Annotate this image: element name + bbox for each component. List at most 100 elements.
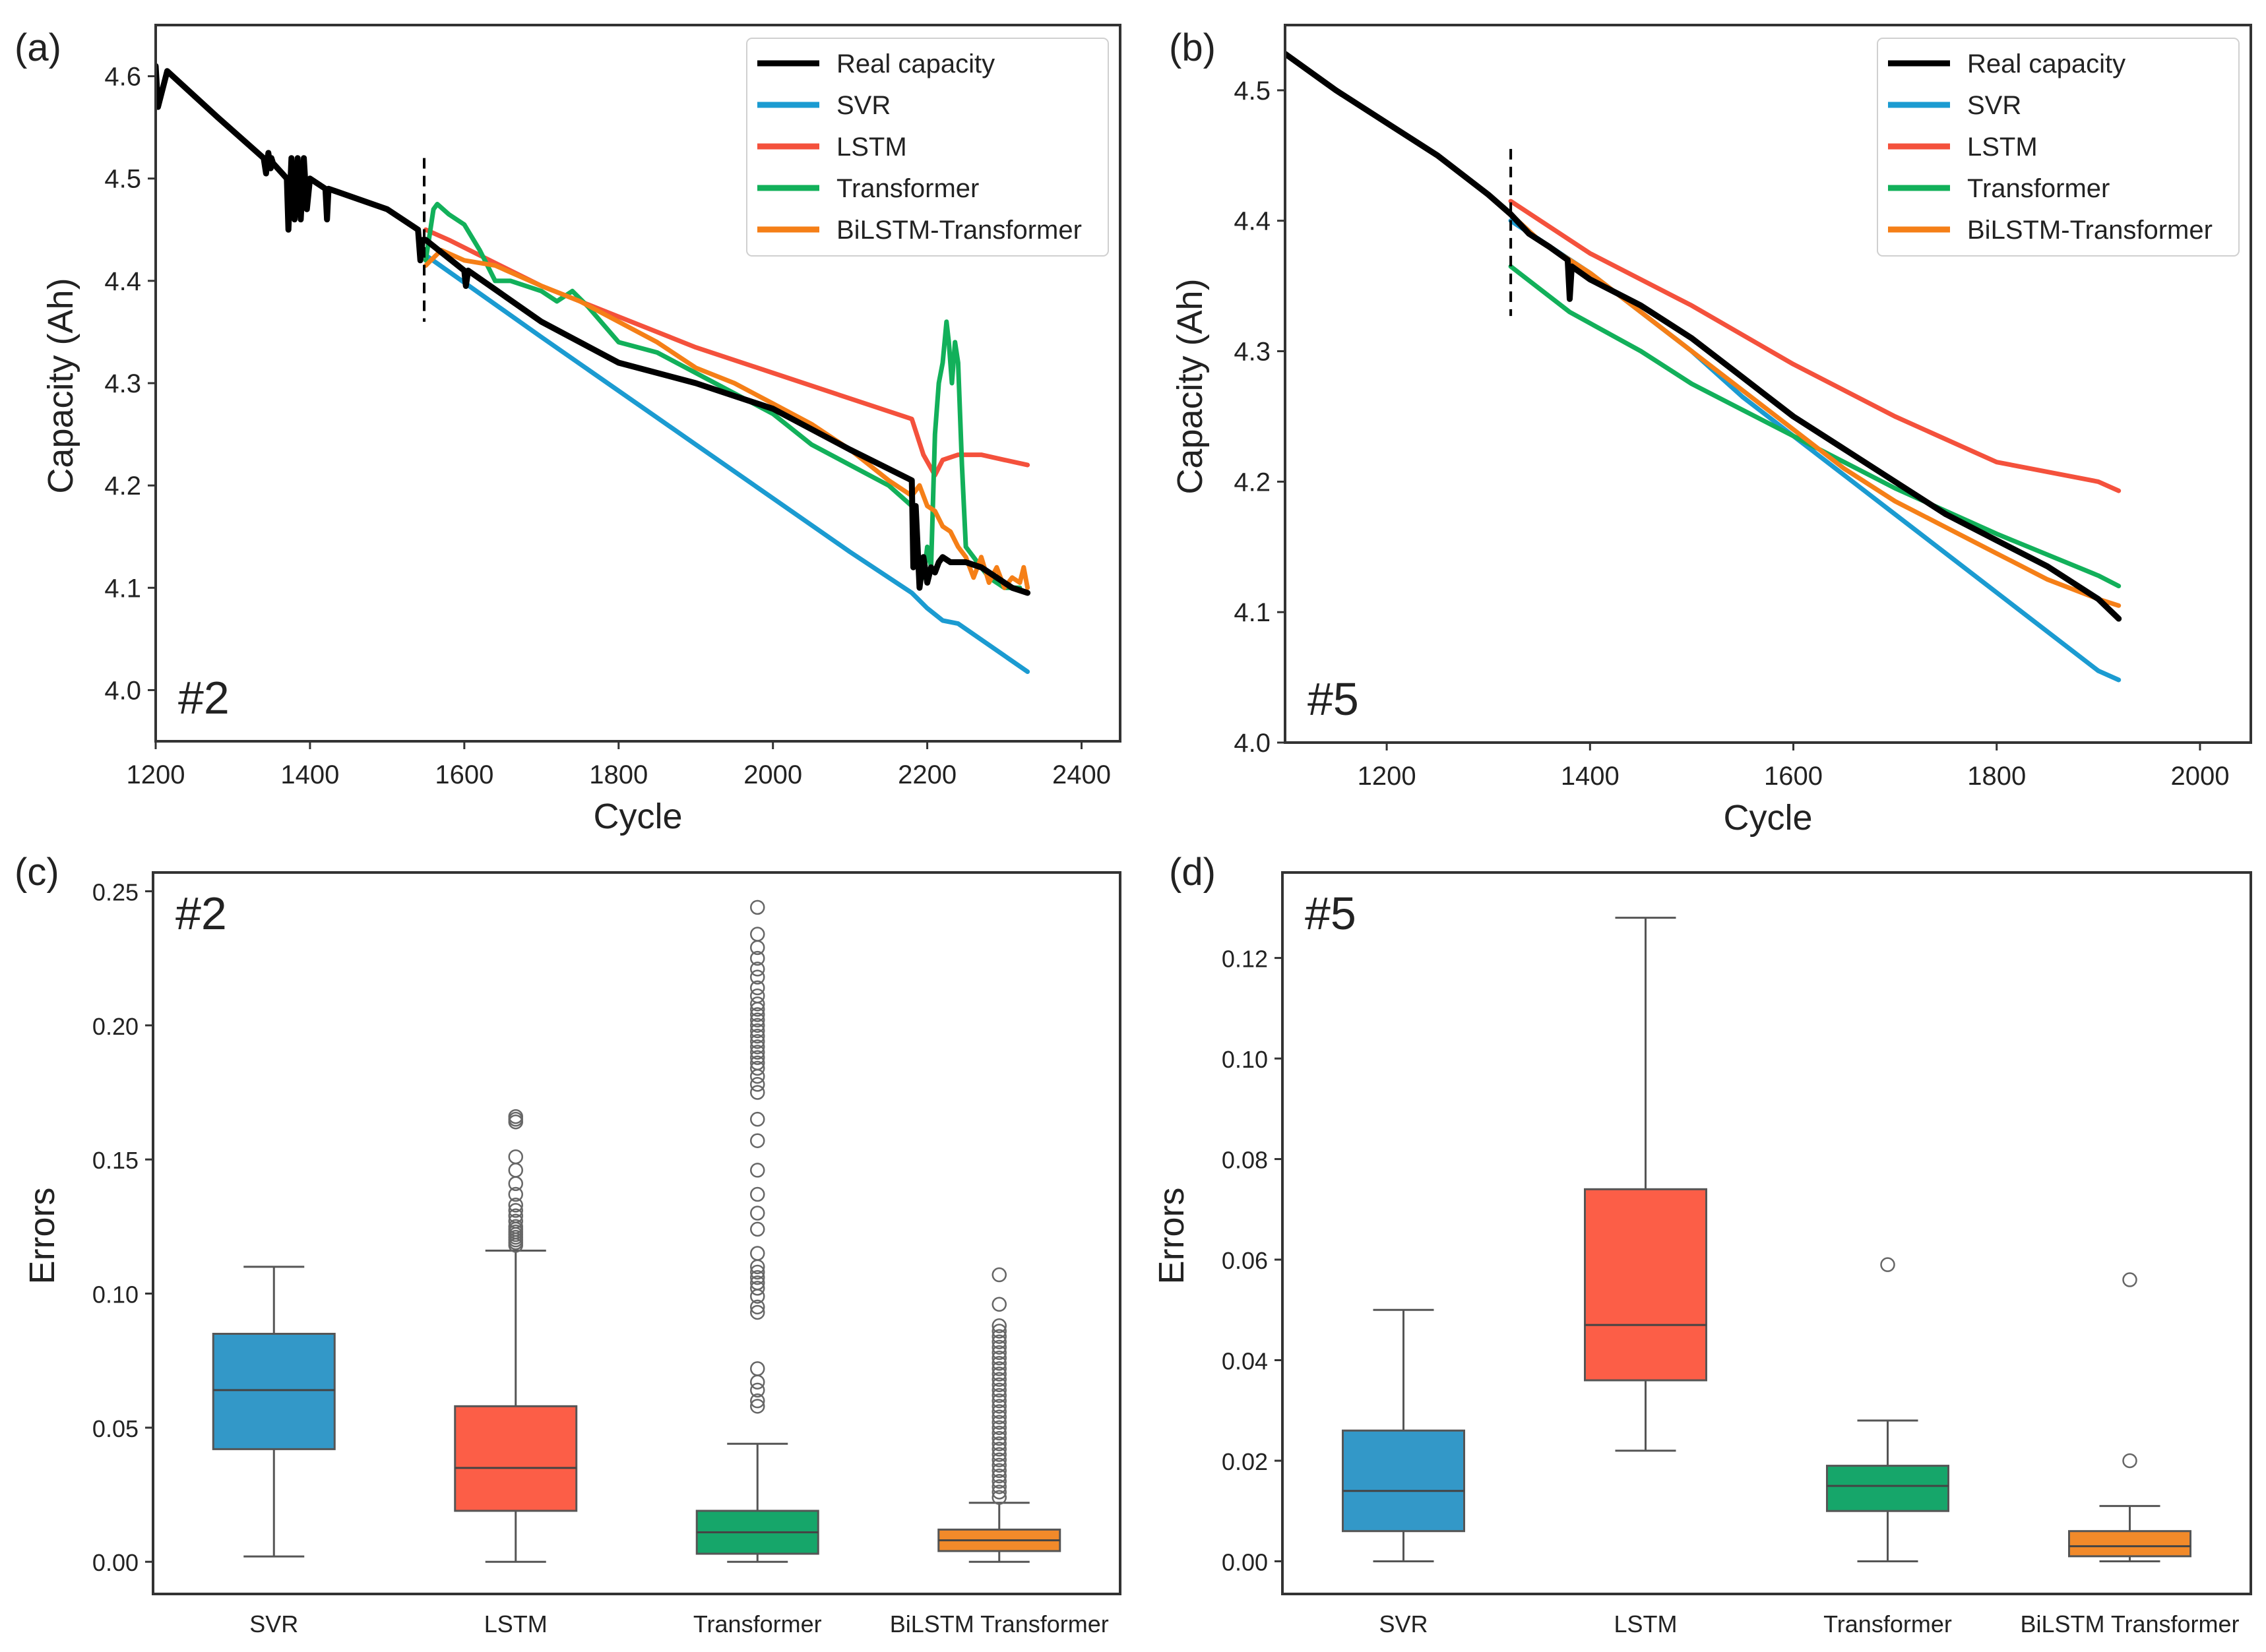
outlier-c-2-33 xyxy=(750,1007,765,1022)
series-line-b-bilstm xyxy=(1508,212,2122,608)
y-tick-label-b-2: 4.2 xyxy=(1234,468,1271,497)
y-tick-label-c-5: 0.25 xyxy=(92,878,139,905)
outlier-c-2-39 xyxy=(750,962,765,977)
outlier-c-3-7 xyxy=(991,1452,1007,1467)
y-tick-label-d-1: 0.02 xyxy=(1222,1448,1268,1475)
outlier-c-2-35 xyxy=(750,996,765,1012)
series-line-a-svr xyxy=(423,253,1030,674)
y-tick-label-c-2: 0.10 xyxy=(92,1281,139,1308)
box-c-2 xyxy=(695,900,819,1563)
outlier-c-3-25 xyxy=(991,1355,1007,1371)
y-tick-label-c-4: 0.20 xyxy=(92,1013,139,1040)
y-tick-label-a-3: 4.3 xyxy=(104,369,141,398)
legend-frame-b xyxy=(1877,38,2240,257)
outlier-c-2-1 xyxy=(750,1393,765,1409)
y-tick-label-d-5: 0.10 xyxy=(1222,1046,1268,1073)
y-axis-label-c: Errors xyxy=(22,1188,62,1285)
legend-label-a-svr: SVR xyxy=(836,91,891,120)
plot-frame-c xyxy=(152,871,1121,1595)
box-c-1 xyxy=(454,1109,578,1563)
panel-c: (c) 0.00 0.05 0.10 0.15 0.20 0.25 Errors SVR LST… xyxy=(15,851,1121,1637)
y-tick-label-d-6: 0.12 xyxy=(1222,946,1268,973)
y-tick-label-d-3: 0.06 xyxy=(1222,1247,1268,1274)
x-axis-label-b: Cycle xyxy=(1723,798,1812,838)
outlier-c-2-32 xyxy=(750,1012,765,1027)
x-tick-label-a-3: 1800 xyxy=(589,760,648,789)
panel-label-d: (d) xyxy=(1169,851,1216,894)
box-iqr-d-2 xyxy=(1826,1465,1949,1512)
outlier-c-2-24 xyxy=(750,1055,765,1071)
series-line-a-bilstm xyxy=(423,247,1030,590)
x-tick-label-a-2: 1600 xyxy=(435,760,493,789)
legend-label-a-real: Real capacity xyxy=(836,49,995,78)
y-axis-label-d: Errors xyxy=(1152,1188,1191,1285)
x-tick-label-b-1: 1400 xyxy=(1561,762,1620,791)
legend-label-a-bilstm: BiLSTM-Transformer xyxy=(836,216,1082,245)
outlier-c-3-19 xyxy=(991,1388,1007,1403)
cell-label-a: #2 xyxy=(178,672,230,723)
panel-d: (d) 0.00 0.02 0.04 0.06 0.08 0.10 0.12 Errors SV… xyxy=(1152,851,2252,1637)
outlier-c-2-27 xyxy=(750,1039,765,1055)
cell-label-c: #2 xyxy=(175,888,227,939)
outlier-c-3-20 xyxy=(991,1382,1007,1398)
panel-a: (a) 4.0 4.1 4.2 4.3 4.4 4.5 4.6 Capacity (Ah) 12… xyxy=(15,24,1121,836)
outlier-c-3-28 xyxy=(991,1339,1007,1355)
outlier-c-2-26 xyxy=(750,1045,765,1060)
y-tick-label-b-1: 4.1 xyxy=(1234,598,1271,627)
outlier-c-2-38 xyxy=(750,969,765,985)
outlier-c-3-33 xyxy=(991,1297,1007,1312)
outlier-c-3-10 xyxy=(991,1436,1007,1452)
outlier-c-3-6 xyxy=(991,1457,1007,1473)
outlier-c-2-20 xyxy=(750,1085,765,1100)
outlier-c-2-17 xyxy=(750,1163,765,1178)
outlier-c-3-23 xyxy=(991,1366,1007,1382)
outlier-c-3-12 xyxy=(991,1425,1007,1441)
outlier-c-2-23 xyxy=(750,1060,765,1076)
outlier-c-3-29 xyxy=(991,1334,1007,1349)
legend-frame-a xyxy=(746,38,1109,257)
y-tick-label-b-3: 4.3 xyxy=(1234,338,1271,367)
legend-a: Real capacity SVR LSTM Transformer BiLSTM-Tr… xyxy=(746,38,1109,257)
box-iqr-d-3 xyxy=(2068,1530,2191,1558)
outlier-c-2-10 xyxy=(750,1270,765,1285)
x-tick-label-b-2: 1600 xyxy=(1764,762,1823,791)
outlier-c-3-0 xyxy=(991,1490,1007,1505)
outlier-c-2-16 xyxy=(750,1186,765,1202)
outlier-c-2-29 xyxy=(750,1028,765,1044)
outlier-c-2-31 xyxy=(750,1018,765,1033)
legend-label-a-transformer: Transformer xyxy=(836,174,979,203)
outlier-c-1-9 xyxy=(508,1208,523,1223)
box-iqr-d-1 xyxy=(1584,1188,1707,1382)
series-line-b-lstm xyxy=(1508,199,2122,493)
plot-frame-a xyxy=(154,24,1121,743)
box-d-0 xyxy=(1342,1308,1465,1562)
outlier-c-2-14 xyxy=(750,1221,765,1237)
outlier-c-1-15 xyxy=(508,1149,523,1165)
outlier-c-1-12 xyxy=(508,1186,523,1202)
box-d-1 xyxy=(1584,917,1707,1452)
y-tick-label-a-6: 4.6 xyxy=(104,63,141,92)
x-category-label-c-2: Transformer xyxy=(693,1610,822,1637)
outlier-c-3-31 xyxy=(991,1324,1007,1339)
legend-label-b-real: Real capacity xyxy=(1967,49,2125,78)
cell-label-d: #5 xyxy=(1305,888,1356,939)
y-tick-label-b-4: 4.4 xyxy=(1234,207,1271,236)
outlier-c-3-9 xyxy=(991,1442,1007,1457)
outlier-c-2-8 xyxy=(750,1281,765,1296)
outlier-c-2-2 xyxy=(750,1382,765,1398)
outlier-c-3-4 xyxy=(991,1468,1007,1484)
outlier-c-3-34 xyxy=(991,1267,1007,1283)
x-category-label-c-1: LSTM xyxy=(484,1610,548,1637)
outlier-c-2-6 xyxy=(750,1299,765,1315)
x-category-label-c-3: BiLSTM Transformer xyxy=(890,1610,1109,1637)
outlier-c-2-21 xyxy=(750,1077,765,1092)
outlier-c-3-27 xyxy=(991,1345,1007,1361)
cell-label-b: #5 xyxy=(1307,673,1359,725)
box-c-0 xyxy=(212,1266,336,1558)
outlier-c-2-11 xyxy=(750,1264,765,1280)
legend-label-b-transformer: Transformer xyxy=(1967,174,2110,203)
legend-label-b-bilstm: BiLSTM-Transformer xyxy=(1967,216,2213,245)
outlier-c-3-16 xyxy=(991,1404,1007,1419)
outlier-c-3-24 xyxy=(991,1361,1007,1376)
